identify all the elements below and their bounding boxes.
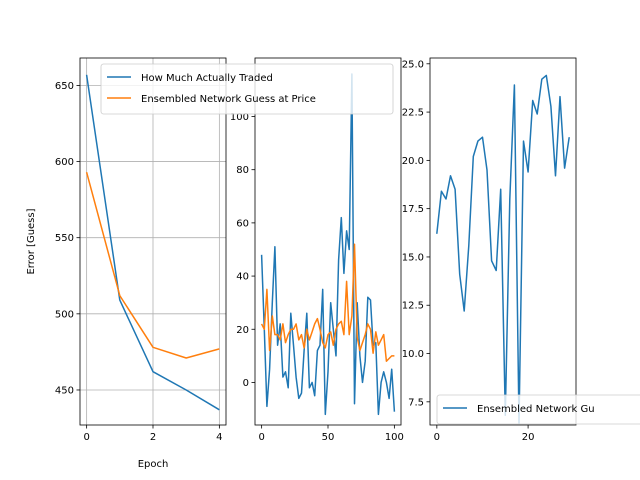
y-tick-label: 600: [55, 157, 74, 168]
y-tick-label: 40: [236, 272, 249, 283]
x-tick-label: 4: [216, 432, 222, 443]
y-tick-label: 22.5: [402, 108, 424, 119]
series-line-1: [260, 73, 396, 416]
axes-frame: [429, 57, 577, 426]
series-line-1: [85, 74, 220, 411]
y-tick-label: 500: [55, 309, 74, 320]
series-group: [436, 74, 570, 424]
x-tick-label: 0: [434, 432, 440, 443]
legend-panel-1: How Much Actually Traded Ensembled Networ…: [100, 63, 394, 115]
y-axis-title: Error [Guess]: [26, 208, 37, 274]
y-tick-label: 20.0: [402, 156, 424, 167]
y-tick-label: 25.0: [402, 59, 424, 70]
y-tick-label: 12.5: [402, 301, 424, 312]
y-tick-label: 60: [236, 218, 249, 229]
legend-label: How Much Actually Traded: [141, 73, 273, 84]
series-line-2: [260, 243, 395, 362]
y-tick-label: 100: [230, 112, 249, 123]
legend-frame: [100, 63, 394, 115]
y-tick-label: 17.5: [402, 204, 424, 215]
x-tick-label: 0: [83, 432, 89, 443]
chart-panel-2: 0 50 100 0 20 40 60 80 100: [230, 57, 404, 443]
x-tick-label: 50: [322, 432, 335, 443]
legend-label: Ensembled Network Gu: [477, 404, 595, 415]
y-tick-label: 7.5: [408, 397, 424, 408]
series-group: [260, 73, 396, 416]
series-line-1: [436, 74, 570, 424]
x-axis-title: Epoch: [138, 459, 169, 470]
x-tick-label: 2: [150, 432, 156, 443]
x-tick-label: 20: [522, 432, 535, 443]
legend-panel-3: Ensembled Network Gu: [436, 394, 640, 425]
x-tick-label: 0: [258, 432, 264, 443]
series-line-2: [85, 172, 220, 359]
chart-panel-3: 0 20 7.5 10.0 12.5 15.0 17.5 20.0 22.5 25.0: [402, 57, 577, 443]
series-group: [85, 74, 220, 411]
y-tick-label: 10.0: [402, 349, 424, 360]
legend-frame: [436, 394, 640, 425]
y-tick-label: 80: [236, 165, 249, 176]
y-tick-label: 15.0: [402, 252, 424, 263]
chart-panel-1: 0 2 4 450 500 550 600 650 Epoch Error [Guess]: [26, 57, 227, 470]
y-tick-label: 650: [55, 81, 74, 92]
x-tick-label: 100: [385, 432, 404, 443]
y-tick-label: 450: [55, 385, 74, 396]
y-tick-label: 550: [55, 233, 74, 244]
y-tick-label: 0: [243, 378, 249, 389]
legend-label: Ensembled Network Guess at Price: [141, 94, 316, 105]
y-tick-label: 20: [236, 325, 249, 336]
